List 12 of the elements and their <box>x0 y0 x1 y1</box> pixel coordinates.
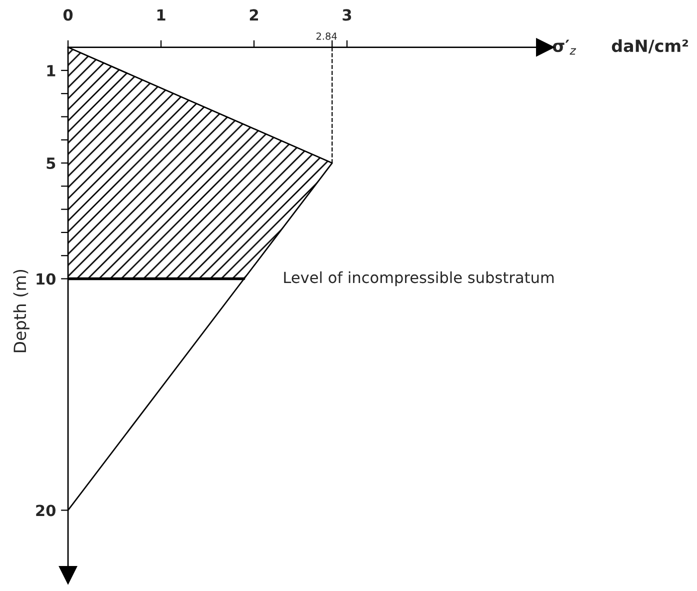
y-tick-label: 10 <box>36 273 56 285</box>
x-tick-label: 1 <box>157 9 166 20</box>
x-tick-label: 2 <box>250 9 258 20</box>
y-axis-title: Depth (m) <box>13 270 30 352</box>
x-tick-label: 0 <box>63 9 73 21</box>
ref-line-label: 2.84 <box>316 32 337 40</box>
text: σ′$_{z}$ daN/cm² <box>552 39 688 55</box>
x-tick-label: 3 <box>342 9 352 21</box>
y-tick-label: 5 <box>46 158 56 170</box>
y-tick-label: 1 <box>47 65 56 76</box>
y-tick-label: 20 <box>36 504 56 516</box>
annotation: Level of incompressible substratum <box>284 271 554 286</box>
